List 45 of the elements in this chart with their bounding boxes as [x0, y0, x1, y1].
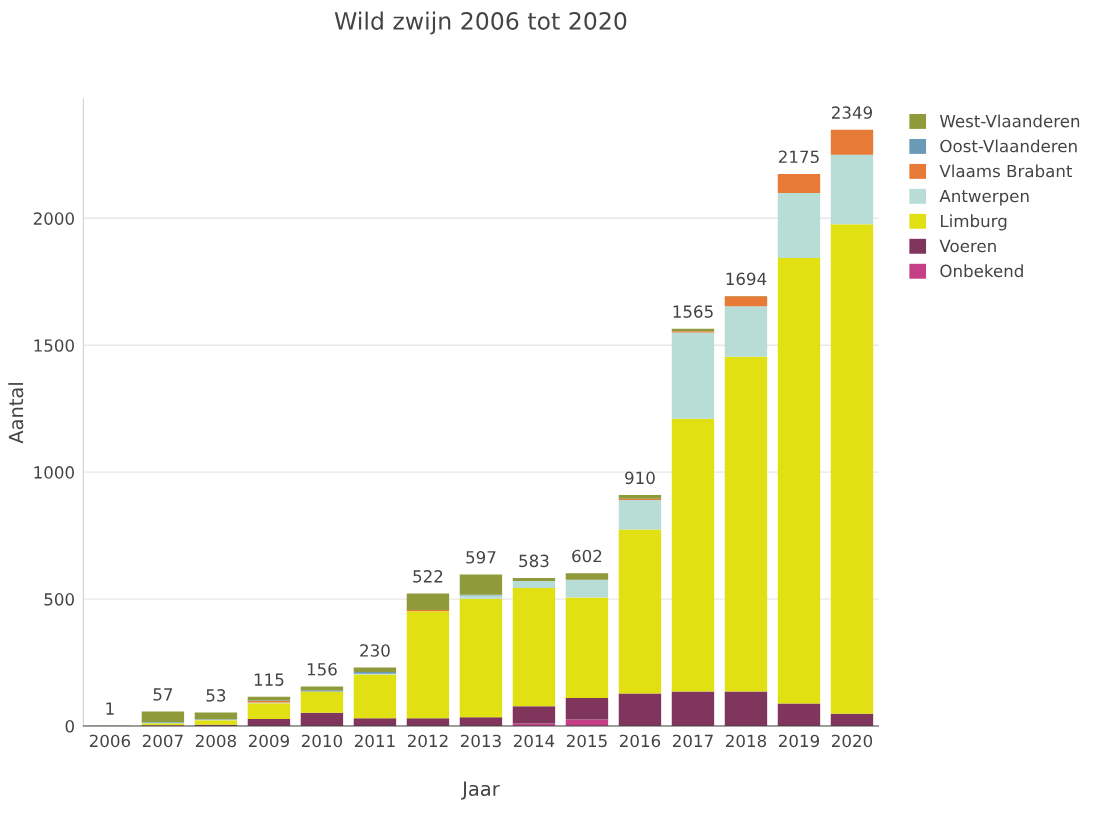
total-label: 2349 — [831, 106, 873, 119]
x-tick-label: 2006 — [89, 734, 131, 748]
total-label: 910 — [625, 471, 655, 485]
x-tick-label: 2015 — [566, 734, 607, 748]
total-label: 230 — [360, 644, 390, 657]
legend-label: Antwerpen — [939, 189, 1029, 206]
legend-label: West-Vlaanderen — [939, 114, 1080, 128]
total-label: 2175 — [778, 150, 819, 164]
total-label: 53 — [206, 689, 226, 702]
total-label: 597 — [466, 551, 496, 564]
x-tick-label: 2011 — [354, 734, 395, 748]
y-tick-label: 0 — [65, 719, 74, 733]
x-tick-label: 2009 — [248, 734, 289, 748]
x-tick-label: 2014 — [513, 734, 555, 748]
legend-label: Onbekend — [940, 264, 1023, 278]
legend-label: Oost-Vlaanderen — [940, 139, 1077, 153]
legend-label: Voeren — [939, 239, 996, 253]
total-label: 602 — [572, 549, 602, 563]
x-tick-label: 2019 — [778, 734, 820, 748]
x-tick-label: 2010 — [301, 734, 343, 748]
y-axis-title: Aantal — [8, 383, 24, 444]
y-tick-label: 1000 — [34, 466, 74, 479]
total-label: 156 — [307, 662, 337, 676]
x-tick-label: 2012 — [407, 734, 448, 748]
total-label: 522 — [413, 570, 443, 583]
chart-title: Wild zwijn 2006 tot 2020 — [334, 11, 627, 35]
x-tick-label: 2013 — [460, 734, 501, 748]
total-label: 583 — [519, 554, 549, 568]
legend-label: Limburg — [941, 214, 1007, 231]
x-tick-label: 2016 — [619, 734, 661, 748]
total-label: 1694 — [726, 272, 767, 286]
legend-label: Vlaams Brabant — [939, 164, 1073, 178]
x-tick-label: 2018 — [725, 734, 767, 748]
x-tick-label: 2017 — [672, 734, 713, 748]
x-axis-title: Jaar — [461, 781, 500, 800]
total-label: 57 — [153, 688, 173, 701]
y-tick-label: 500 — [44, 593, 74, 606]
x-tick-label: 2008 — [195, 734, 236, 748]
y-tick-label: 2000 — [33, 212, 74, 225]
total-label: 115 — [254, 673, 284, 686]
total-label: 1 — [106, 702, 114, 715]
total-label: 1565 — [673, 305, 713, 318]
y-tick-label: 1500 — [34, 339, 74, 352]
x-tick-label: 2007 — [142, 734, 183, 748]
x-tick-label: 2020 — [831, 734, 873, 748]
